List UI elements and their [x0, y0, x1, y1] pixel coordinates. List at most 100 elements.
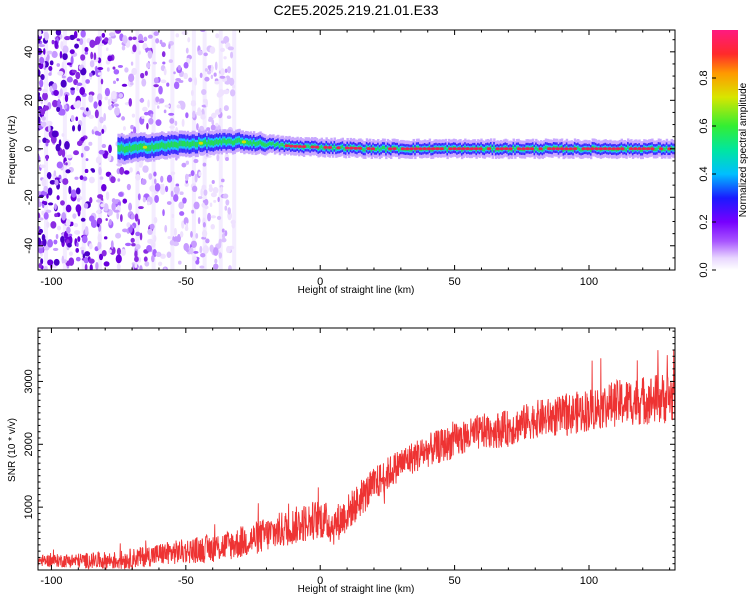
spectrogram-band-core — [430, 148, 433, 152]
snr-y-tick-label: 2000 — [23, 432, 35, 456]
spectrogram-band-core — [165, 143, 169, 150]
spectrogram-noise-point — [176, 104, 181, 109]
spectrogram-noise-point — [98, 149, 105, 155]
spectrogram-band-core — [510, 148, 514, 152]
spectrogram-noise-point — [38, 30, 42, 37]
spectrogram-noise-point — [161, 51, 166, 58]
spectrogram-peak — [142, 145, 148, 149]
spectrogram-band-core — [535, 146, 538, 150]
spectrogram-peak — [357, 146, 363, 150]
spectrogram-noise-point — [76, 82, 83, 87]
spectrogram-band-core — [656, 147, 659, 151]
spectrogram-band-core — [173, 141, 177, 148]
spectrogram-noise-point — [84, 168, 89, 174]
spectrogram-noise-point — [126, 183, 131, 191]
spectrogram-noise-point — [155, 96, 160, 103]
snr-x-tick-label: 0 — [317, 575, 323, 587]
spectrogram-noise-point — [221, 228, 225, 233]
spectrogram-noise-point — [201, 88, 207, 96]
spectrogram-noise-point — [118, 191, 124, 197]
spectrogram-noise-point — [113, 69, 120, 75]
spectrogram-band-core — [246, 140, 249, 145]
spectrogram-noise-point — [183, 62, 189, 69]
spectrogram-noise-point — [74, 176, 79, 180]
spectrogram-noise-point — [88, 176, 95, 184]
spectrogram-noise-point — [94, 246, 99, 252]
spectrogram-band-core — [212, 140, 215, 146]
spectrogram-noise-point — [69, 34, 76, 41]
spectrogram-peak — [529, 147, 535, 151]
spectrogram-noise-point — [122, 228, 128, 233]
spectrogram-noise-point — [213, 72, 217, 77]
spectrogram-noise-point — [153, 31, 159, 36]
spectrogram-noise-point — [107, 55, 113, 62]
spectrogram-band-core — [270, 142, 274, 146]
spectrogram-noise-point — [168, 59, 174, 63]
snr-x-tick-label: -50 — [178, 575, 194, 587]
spectrogram-noise-point — [115, 254, 122, 264]
spectrogram-noise-point — [116, 78, 119, 82]
spectrogram-peak — [478, 147, 483, 151]
spectrogram-noise-point — [144, 47, 151, 51]
spectrogram-noise-point — [137, 33, 144, 43]
spectrogram-noise-point — [219, 75, 226, 79]
spectrogram-noise-point — [99, 43, 105, 47]
spectrogram-noise-point — [84, 46, 89, 53]
spectrogram-band-core — [238, 137, 241, 143]
spectrogram-noise-point — [224, 80, 231, 85]
spectrogram-noise-point — [123, 126, 126, 131]
spectrogram-peak — [538, 147, 543, 151]
spectrogram-peak — [499, 147, 505, 151]
spectrogram-noise-point — [77, 236, 81, 242]
spectrogram-band-core — [417, 145, 420, 150]
spectrogram-band-core — [277, 142, 280, 146]
spectrogram-peak — [461, 147, 466, 151]
spectrogram-noise-point — [164, 185, 169, 193]
spectrogram-band-core — [314, 144, 317, 148]
spectrogram-noise-point — [60, 236, 65, 244]
spectrogram-noise-point — [182, 197, 187, 204]
spectrogram-noise-point — [124, 67, 129, 73]
spectrogram-noise-point — [141, 78, 147, 87]
spectrogram-band-core — [254, 142, 257, 147]
spectrogram-band-core — [159, 142, 162, 149]
spectrogram-noise-point — [216, 154, 220, 162]
spectrogram-band-core — [157, 143, 161, 150]
spectrogram-band-core — [383, 146, 386, 150]
spectrogram-peak — [620, 147, 625, 151]
spectrogram-noise-point — [105, 191, 110, 201]
spectrogram-band-core — [348, 147, 351, 151]
spectrogram-noise-point — [142, 165, 149, 173]
spectrogram-noise-point — [215, 122, 219, 127]
spectrogram-noise-point — [200, 188, 203, 197]
spectrogram-noise-point — [225, 199, 230, 206]
spectrogram-noise-point — [154, 183, 161, 192]
spectrogram-noise-point — [163, 109, 167, 114]
spectrogram-noise-point — [171, 213, 175, 219]
spectrogram-noise-point — [227, 66, 231, 74]
spectrogram-band-core — [148, 145, 151, 152]
spectrogram-band-core — [365, 145, 369, 149]
spectrogram-noise-point — [70, 189, 77, 198]
spectrogram-noise-point — [185, 47, 189, 54]
spectrogram-noise-point — [39, 44, 45, 48]
spectrogram-noise-point — [202, 245, 209, 254]
spectrogram-band-core — [396, 146, 399, 150]
spectrogram-band-core — [507, 148, 511, 152]
spectrogram-noise-point — [88, 258, 95, 264]
spectrogram-band-core — [196, 142, 199, 148]
spectrogram-noise-point — [95, 36, 101, 45]
spectrogram-noise-point — [103, 261, 110, 267]
spectrogram-noise-point — [52, 247, 59, 251]
spectrogram-noise-point — [75, 204, 82, 213]
spectrogram-noise-point — [104, 96, 108, 101]
spectrogram-noise-point — [226, 245, 231, 254]
spectrogram-noise-point — [101, 143, 107, 149]
spectrogram-noise-point — [154, 178, 157, 185]
spectrogram-noise-point — [139, 98, 145, 103]
spectrogram-noise-point — [53, 239, 58, 245]
spectrogram-band-core — [119, 145, 122, 153]
spectrogram-noise-point — [50, 221, 57, 229]
spectrogram-noise-point — [76, 242, 79, 248]
spectrogram-noise-point — [67, 233, 73, 237]
